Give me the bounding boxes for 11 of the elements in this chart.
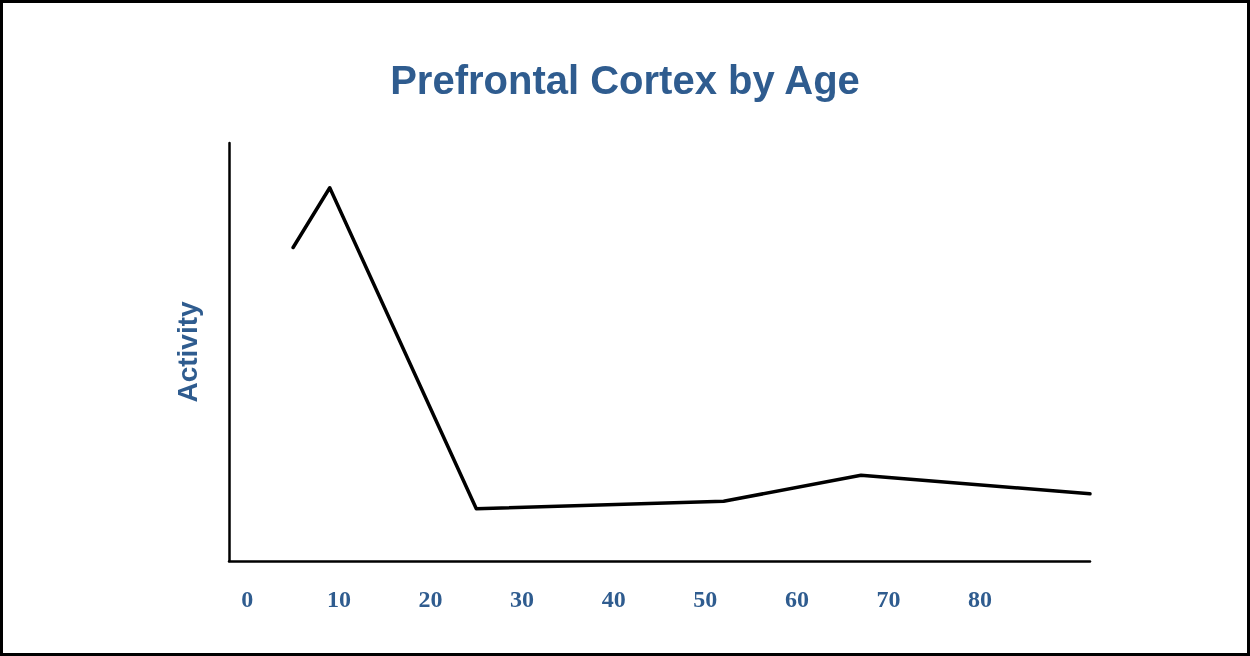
y-axis-title: Activity	[171, 301, 203, 403]
x-tick-label: 60	[784, 586, 809, 612]
chart-title: Prefrontal Cortex by Age	[390, 58, 860, 102]
x-tick-label: 80	[968, 586, 993, 612]
x-tick-label: 70	[876, 586, 901, 612]
x-tick-label: 0	[241, 586, 254, 612]
x-tick-label: 30	[510, 586, 535, 612]
x-tick-label: 10	[326, 586, 351, 612]
x-tick-label: 20	[418, 586, 443, 612]
x-tick-label: 40	[601, 586, 626, 612]
x-tick-label: 50	[693, 586, 718, 612]
